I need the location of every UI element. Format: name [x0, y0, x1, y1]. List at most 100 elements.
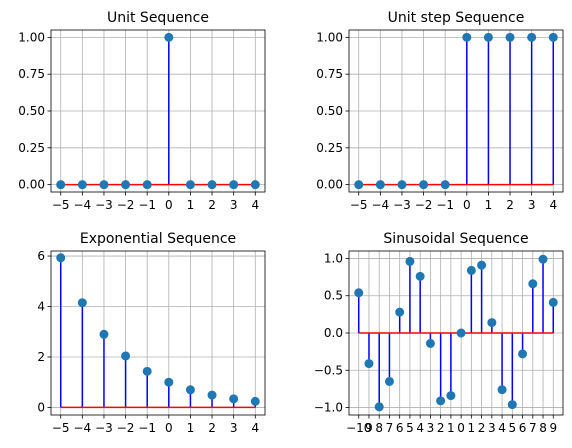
data-point-marker	[164, 32, 174, 42]
x-tick-label: 9	[365, 421, 373, 435]
x-tick-label: 3	[230, 421, 238, 435]
data-point-marker	[505, 32, 515, 42]
y-tick-label: 0.00	[316, 178, 343, 192]
y-tick-label: 0.75	[316, 67, 343, 81]
x-tick-label: 4	[549, 198, 557, 212]
data-point-marker	[142, 180, 152, 190]
x-tick-label: 0	[165, 198, 173, 212]
x-tick-label: 3	[427, 421, 435, 435]
data-point-marker	[250, 396, 260, 406]
y-tick-label: 1.00	[316, 30, 343, 44]
x-tick-label: 2	[208, 198, 216, 212]
axes-frame	[50, 250, 266, 416]
y-tick-label: 0.25	[316, 141, 343, 155]
data-point-marker	[518, 349, 528, 359]
x-tick-label: 1	[468, 421, 476, 435]
y-tick-label: 0	[37, 400, 45, 414]
chart-title: Exponential Sequence	[80, 231, 236, 247]
data-point-marker	[527, 32, 537, 42]
x-tick-label: −2	[117, 421, 135, 435]
data-point-marker	[77, 298, 87, 308]
data-point-marker	[477, 260, 487, 270]
data-point-marker	[56, 253, 66, 263]
x-tick-label: 9	[549, 421, 557, 435]
data-point-marker	[466, 265, 476, 275]
x-tick-label: −5	[350, 198, 368, 212]
chart-panel-4: Sinusoidal Sequence−109 8 7 6 5 4 3 2 1 0 1 2 3 4 5 6 7 8…	[314, 231, 564, 435]
x-tick-label: 4	[498, 421, 506, 435]
axes-frame	[50, 29, 266, 193]
x-tick-label: 5	[406, 421, 414, 435]
data-point-marker	[185, 385, 195, 395]
data-point-marker	[405, 256, 415, 266]
data-point-marker	[462, 32, 472, 42]
chart-panel-1: Unit Sequence −5 −4 −3 −2 −1 0 1 2 3 4 0.00 0.25 0.50…	[18, 10, 266, 212]
x-tick-label: −4	[73, 421, 91, 435]
data-point-marker	[415, 271, 425, 281]
data-point-marker	[99, 329, 109, 339]
x-tick-label: 1	[187, 198, 195, 212]
x-tick-label: −3	[393, 198, 411, 212]
chart-title: Sinusoidal Sequence	[383, 231, 528, 247]
data-point-marker	[121, 180, 131, 190]
x-tick-label: −3	[95, 198, 113, 212]
x-tick-label: 7	[386, 421, 394, 435]
data-point-marker	[548, 297, 558, 307]
data-point-marker	[538, 254, 548, 264]
data-point-marker	[354, 180, 364, 190]
y-tick-label: 0.25	[18, 141, 45, 155]
x-tick-label: 3	[488, 421, 496, 435]
x-tick-label: 6	[519, 421, 527, 435]
data-point-marker	[250, 180, 260, 190]
data-point-marker	[229, 394, 239, 404]
x-tick-label: 8	[375, 421, 383, 435]
data-point-marker	[375, 180, 385, 190]
data-point-marker	[207, 180, 217, 190]
data-point-marker	[528, 279, 538, 289]
chart-title: Unit step Sequence	[388, 10, 525, 26]
x-tick-label: 2	[478, 421, 486, 435]
y-tick-label: 4	[37, 300, 45, 314]
y-tick-label: 0.00	[18, 178, 45, 192]
x-tick-label: 0	[463, 198, 471, 212]
x-tick-label: −1	[436, 198, 454, 212]
y-tick-label: −1.0	[314, 401, 343, 415]
data-point-marker	[77, 180, 87, 190]
x-tick-label: −4	[371, 198, 389, 212]
axes-frame	[348, 29, 564, 193]
x-tick-label: −4	[73, 198, 91, 212]
x-tick-label: 7	[529, 421, 537, 435]
x-tick-label: 0	[457, 421, 465, 435]
data-point-marker	[446, 391, 456, 401]
data-point-marker	[440, 180, 450, 190]
x-tick-label: −2	[117, 198, 135, 212]
x-tick-label: −2	[415, 198, 433, 212]
data-point-marker	[436, 396, 446, 406]
y-tick-label: 1.0	[324, 251, 343, 265]
x-tick-label: −5	[52, 421, 70, 435]
data-point-marker	[207, 390, 217, 400]
x-tick-label: 1	[485, 198, 493, 212]
data-point-marker	[497, 385, 507, 395]
data-point-marker	[384, 376, 394, 386]
y-tick-label: 0.50	[316, 104, 343, 118]
x-tick-label: −1	[138, 421, 156, 435]
data-point-marker	[229, 180, 239, 190]
data-point-marker	[395, 307, 405, 317]
data-point-marker	[354, 288, 364, 298]
y-tick-label: 1.00	[18, 30, 45, 44]
x-tick-label: 4	[251, 421, 259, 435]
x-tick-label: 3	[230, 198, 238, 212]
x-tick-label: −3	[95, 421, 113, 435]
data-point-marker	[142, 366, 152, 376]
x-tick-label: 2	[437, 421, 445, 435]
x-tick-label: 1	[447, 421, 455, 435]
y-tick-label: 0.75	[18, 67, 45, 81]
data-point-marker	[164, 377, 174, 387]
x-tick-label: 4	[251, 198, 259, 212]
chart-panel-2: Unit step Sequence −5 −4 −3 −2 −1 0 1 2 3 4 0.00 0.2…	[316, 10, 564, 212]
data-point-marker	[374, 402, 384, 412]
data-point-marker	[121, 351, 131, 361]
